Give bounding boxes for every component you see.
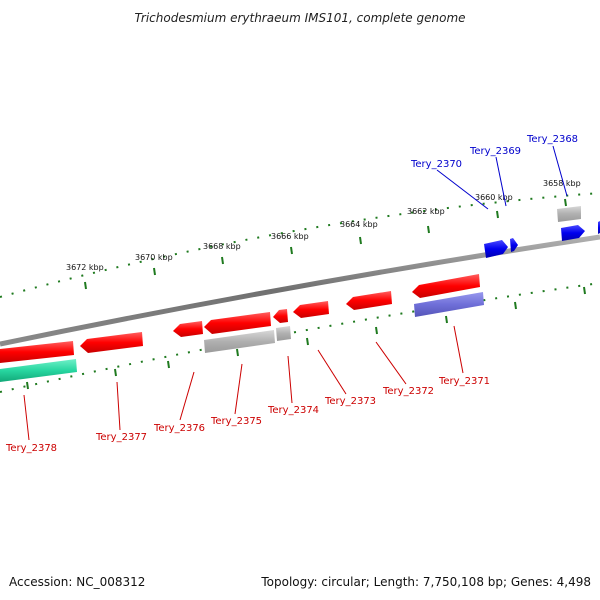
cds-feature-red [293,301,329,318]
cds-feature-blue [510,238,518,252]
scale-label: 3662 kbp [407,207,445,216]
cds-feature-teal [0,359,77,382]
cds-feature-red [173,321,203,337]
cds-feature-gray [557,206,581,222]
map-title: Trichodesmium erythraeum IMS101, complet… [134,11,465,25]
scale-label: 3664 kbp [340,220,378,229]
gene-label-tery-2378: Tery_2378 [5,443,57,454]
gene-label-tery-2370: Tery_2370 [410,159,462,170]
cds-feature-red [80,332,143,353]
inner-scale-track [0,282,600,393]
reverse-gene-labels: Tery_2378 Tery_2377 Tery_2376 Tery_2375 … [5,376,490,454]
gene-label-tery-2372: Tery_2372 [382,386,434,397]
scale-label: 3668 kbp [203,242,241,251]
label-leader-lines [23,145,568,441]
outer-major-ticks [84,198,567,290]
scale-label: 3670 kbp [135,253,173,262]
gene-label-tery-2375: Tery_2375 [210,416,262,427]
cds-feature-red [412,274,480,298]
cds-feature-red [0,341,74,363]
forward-gene-labels: Tery_2370 Tery_2369 Tery_2368 [410,134,578,170]
forward-strand-features [484,206,600,258]
cds-feature-red [346,291,392,310]
cds-feature-red [273,309,288,323]
reverse-strand-features [0,274,484,382]
gene-label-tery-2374: Tery_2374 [267,405,319,416]
scale-label: 3658 kbp [543,179,581,188]
cds-feature-gray [204,330,275,353]
gene-label-tery-2377: Tery_2377 [95,432,147,443]
gene-label-tery-2368: Tery_2368 [526,134,578,145]
outer-scale-track [0,192,600,298]
cds-feature-blue [484,240,508,258]
scale-label: 3660 kbp [475,193,513,202]
scale-labels: 3672 kbp 3670 kbp 3668 kbp 3666 kbp 3664… [66,179,581,272]
genome-info-text: Topology: circular; Length: 7,750,108 bp… [260,575,591,589]
gene-label-tery-2371: Tery_2371 [438,376,490,387]
accession-text: Accession: NC_008312 [9,575,145,589]
gene-label-tery-2369: Tery_2369 [469,146,521,157]
cds-feature-gray [276,326,291,341]
scale-label: 3672 kbp [66,263,104,272]
gene-label-tery-2376: Tery_2376 [153,423,205,434]
cds-feature-blue [561,225,585,241]
inner-major-ticks [26,286,586,390]
gene-label-tery-2373: Tery_2373 [324,396,376,407]
scale-label: 3666 kbp [271,232,309,241]
cds-feature-red [204,312,271,334]
genome-backbone [0,234,600,347]
cds-feature-purple [414,292,484,317]
